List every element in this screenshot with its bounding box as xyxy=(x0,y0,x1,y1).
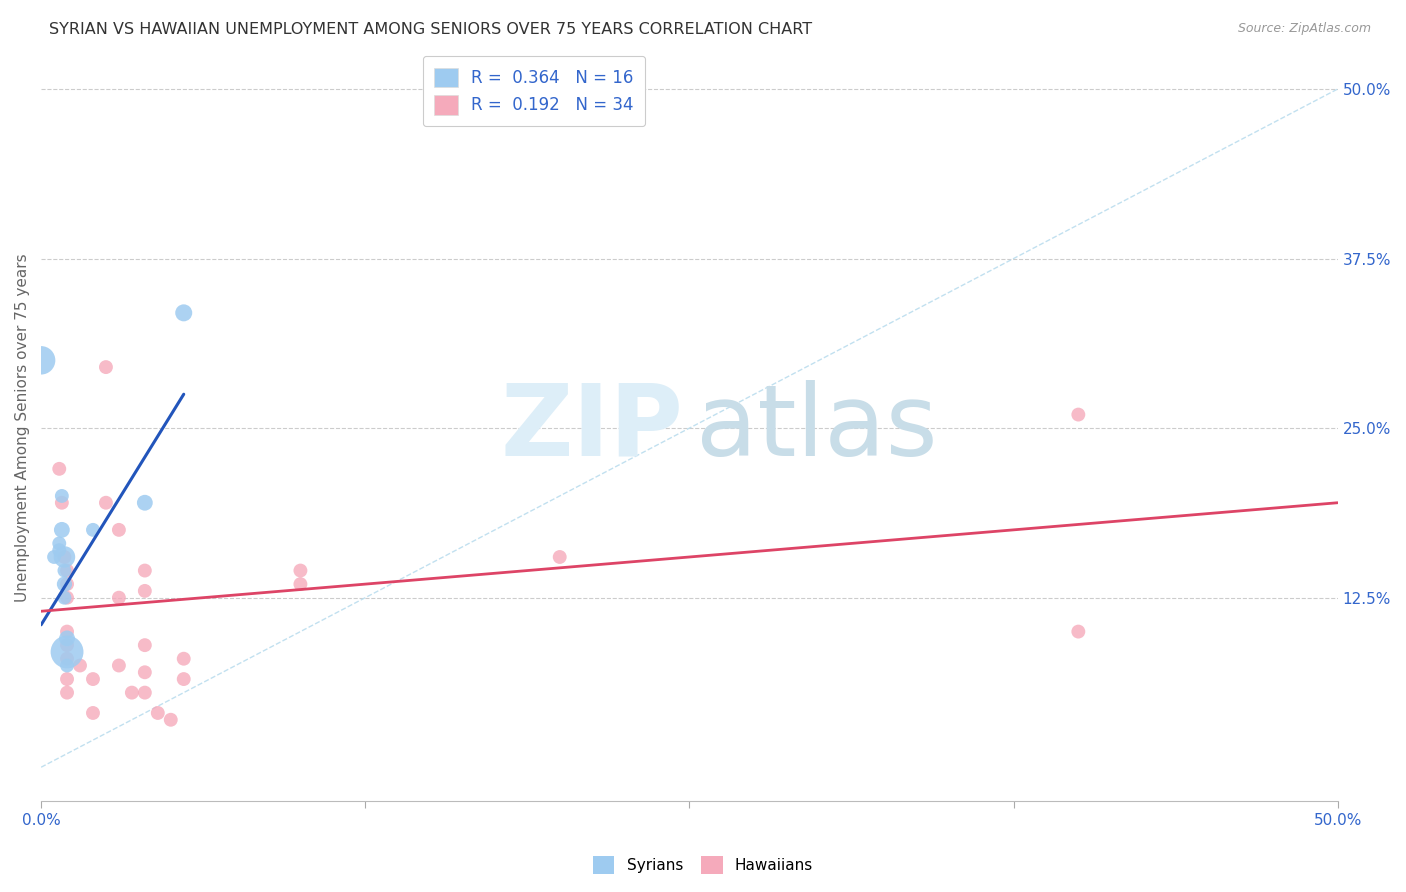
Point xyxy=(51,489,73,503)
Text: atlas: atlas xyxy=(696,380,938,476)
Point xyxy=(82,706,104,720)
Point xyxy=(53,549,76,564)
Point xyxy=(56,638,79,652)
Point xyxy=(53,577,76,591)
Legend: Syrians, Hawaiians: Syrians, Hawaiians xyxy=(586,850,820,880)
Point xyxy=(134,665,156,680)
Point xyxy=(56,577,79,591)
Point xyxy=(134,583,156,598)
Point xyxy=(53,564,76,578)
Legend: R =  0.364   N = 16, R =  0.192   N = 34: R = 0.364 N = 16, R = 0.192 N = 34 xyxy=(423,56,645,126)
Point xyxy=(290,564,312,578)
Point xyxy=(134,638,156,652)
Point xyxy=(134,564,156,578)
Point xyxy=(134,496,156,510)
Point xyxy=(56,645,79,659)
Text: SYRIAN VS HAWAIIAN UNEMPLOYMENT AMONG SENIORS OVER 75 YEARS CORRELATION CHART: SYRIAN VS HAWAIIAN UNEMPLOYMENT AMONG SE… xyxy=(49,22,813,37)
Point xyxy=(56,672,79,686)
Point xyxy=(53,549,76,564)
Point xyxy=(548,549,571,564)
Point xyxy=(48,536,70,550)
Point xyxy=(173,672,195,686)
Point xyxy=(173,306,195,320)
Point xyxy=(108,658,131,673)
Point xyxy=(48,462,70,476)
Point xyxy=(82,672,104,686)
Point xyxy=(290,577,312,591)
Point xyxy=(94,360,117,375)
Point xyxy=(134,685,156,699)
Point xyxy=(53,591,76,605)
Point xyxy=(42,549,65,564)
Point xyxy=(51,496,73,510)
Point xyxy=(108,523,131,537)
Point xyxy=(121,685,143,699)
Point xyxy=(48,543,70,558)
Point xyxy=(56,564,79,578)
Point xyxy=(56,624,79,639)
Point xyxy=(56,591,79,605)
Text: ZIP: ZIP xyxy=(501,380,683,476)
Point xyxy=(173,651,195,665)
Point xyxy=(56,685,79,699)
Text: Source: ZipAtlas.com: Source: ZipAtlas.com xyxy=(1237,22,1371,36)
Point xyxy=(1067,624,1090,639)
Point xyxy=(1067,408,1090,422)
Point xyxy=(108,591,131,605)
Point xyxy=(56,658,79,673)
Point xyxy=(51,523,73,537)
Point xyxy=(69,658,91,673)
Point xyxy=(146,706,169,720)
Y-axis label: Unemployment Among Seniors over 75 years: Unemployment Among Seniors over 75 years xyxy=(15,254,30,602)
Point xyxy=(94,496,117,510)
Point xyxy=(30,353,52,368)
Point xyxy=(82,523,104,537)
Point xyxy=(56,651,79,665)
Point xyxy=(159,713,181,727)
Point xyxy=(56,632,79,646)
